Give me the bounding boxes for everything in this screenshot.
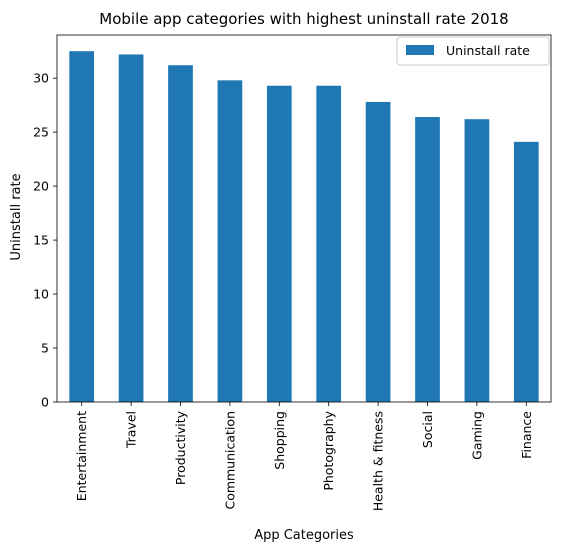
- y-axis-label: Uninstall rate: [9, 173, 24, 260]
- x-tick-label: Travel: [124, 411, 139, 449]
- bar-shopping: [266, 85, 292, 402]
- x-tick-label: Health & fitness: [371, 411, 386, 511]
- x-tick-label: Social: [420, 411, 435, 448]
- y-tick-label: 20: [33, 179, 49, 194]
- legend: Uninstall rate: [396, 36, 550, 66]
- x-axis: Entertainment Travel Productivity Communica…: [74, 402, 534, 511]
- y-tick-label: 0: [41, 395, 49, 410]
- bar-social: [415, 117, 440, 403]
- bar-photography: [316, 85, 342, 402]
- bar-travel: [118, 54, 144, 402]
- y-tick-label: 5: [41, 341, 49, 356]
- bar-gaming: [464, 119, 490, 402]
- y-tick-label: 10: [33, 287, 49, 302]
- x-tick-label: Productivity: [173, 410, 188, 485]
- x-tick-label: Finance: [519, 411, 534, 459]
- x-tick-label: Photography: [321, 410, 336, 490]
- plot-area: [56, 34, 552, 403]
- bar-finance: [513, 141, 539, 403]
- y-tick-label: 25: [33, 125, 49, 140]
- x-tick-label: Communication: [222, 411, 237, 510]
- y-tick-label: 15: [33, 233, 49, 248]
- bar-productivity: [168, 65, 193, 403]
- x-tick-label: Entertainment: [74, 411, 89, 501]
- bar-health-fitness: [365, 101, 391, 403]
- y-axis: 0 5 10 15 20 25 30: [33, 71, 57, 410]
- x-tick-label: Gaming: [469, 411, 484, 460]
- x-tick-label: Shopping: [272, 411, 287, 470]
- chart-title: Mobile app categories with highest unins…: [99, 10, 508, 28]
- plot-frame: [56, 34, 552, 403]
- legend-swatch: [406, 45, 434, 55]
- x-axis-label: App Categories: [254, 528, 354, 543]
- bar-entertainment: [69, 51, 95, 403]
- legend-box: [396, 36, 550, 66]
- bar-communication: [217, 80, 243, 402]
- legend-label: Uninstall rate: [446, 43, 530, 58]
- y-tick-label: 30: [33, 71, 49, 86]
